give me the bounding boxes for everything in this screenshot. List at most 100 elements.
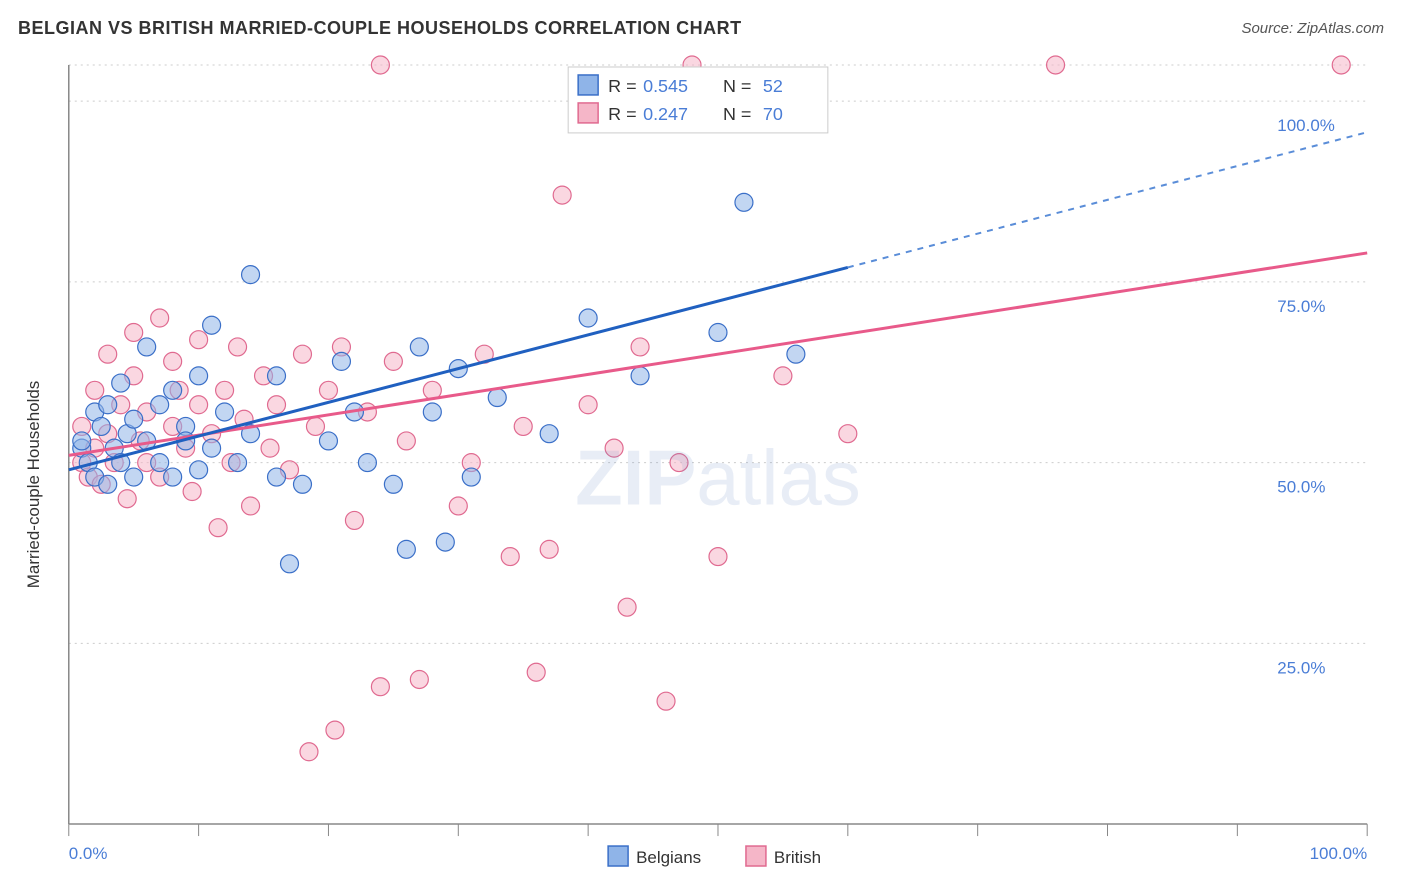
correlation-legend: R =0.545N =52R =0.247N =70 <box>568 67 828 133</box>
data-point <box>294 475 312 493</box>
data-point <box>631 338 649 356</box>
data-point <box>306 417 324 435</box>
y-tick-label: 75.0% <box>1277 297 1325 316</box>
data-point <box>92 417 110 435</box>
trend-line-british <box>69 253 1367 455</box>
data-point <box>203 439 221 457</box>
data-point <box>326 721 344 739</box>
data-point <box>709 323 727 341</box>
data-point <box>138 338 156 356</box>
data-point <box>99 396 117 414</box>
data-point <box>183 483 201 501</box>
data-point <box>112 374 130 392</box>
data-point <box>164 381 182 399</box>
data-point <box>118 490 136 508</box>
x-tick-label: 100.0% <box>1310 844 1368 863</box>
data-point <box>410 338 428 356</box>
data-point <box>501 548 519 566</box>
data-point <box>540 540 558 558</box>
data-point <box>384 475 402 493</box>
data-point <box>1047 56 1065 74</box>
data-point <box>125 410 143 428</box>
legend-swatch <box>746 846 766 866</box>
trend-line-belgians-extrapolated <box>848 132 1367 267</box>
data-point <box>319 381 337 399</box>
data-point <box>735 193 753 211</box>
data-point <box>294 345 312 363</box>
data-point <box>774 367 792 385</box>
data-point <box>190 331 208 349</box>
data-point <box>423 403 441 421</box>
data-point <box>462 468 480 486</box>
data-point <box>99 345 117 363</box>
legend-r-label: R = <box>608 104 636 124</box>
data-point <box>540 425 558 443</box>
data-point <box>125 323 143 341</box>
legend-n-label: N = <box>723 76 751 96</box>
data-point <box>268 396 286 414</box>
data-point <box>527 663 545 681</box>
data-point <box>151 454 169 472</box>
legend-box <box>568 67 828 133</box>
data-point <box>268 468 286 486</box>
legend-n-value: 52 <box>763 76 783 96</box>
data-point <box>553 186 571 204</box>
data-point <box>268 367 286 385</box>
data-point <box>436 533 454 551</box>
data-point <box>242 497 260 515</box>
data-point <box>73 432 91 450</box>
legend-r-label: R = <box>608 76 636 96</box>
y-tick-label: 100.0% <box>1277 116 1335 135</box>
data-point <box>190 396 208 414</box>
legend-r-value: 0.247 <box>643 104 688 124</box>
data-point <box>229 454 247 472</box>
legend-r-value: 0.545 <box>643 76 688 96</box>
data-point <box>358 454 376 472</box>
data-point <box>618 598 636 616</box>
legend-n-value: 70 <box>763 104 783 124</box>
data-point <box>164 352 182 370</box>
data-point <box>216 403 234 421</box>
data-point <box>488 389 506 407</box>
data-point <box>514 417 532 435</box>
data-point <box>203 316 221 334</box>
y-tick-label: 25.0% <box>1277 658 1325 677</box>
data-point <box>261 439 279 457</box>
data-point <box>125 468 143 486</box>
data-point <box>216 381 234 399</box>
data-point <box>209 519 227 537</box>
data-point <box>332 352 350 370</box>
legend-swatch <box>608 846 628 866</box>
data-point <box>631 367 649 385</box>
data-point <box>397 432 415 450</box>
data-point <box>371 56 389 74</box>
scatter-chart-svg: 25.0%50.0%75.0%100.0%0.0%100.0% Married-… <box>18 55 1388 874</box>
data-point <box>657 692 675 710</box>
chart-title: BELGIAN VS BRITISH MARRIED-COUPLE HOUSEH… <box>18 18 742 39</box>
data-point <box>281 555 299 573</box>
data-point <box>397 540 415 558</box>
data-point <box>345 511 363 529</box>
source-attribution: Source: ZipAtlas.com <box>1241 20 1384 37</box>
data-point <box>1332 56 1350 74</box>
legend-series-label: Belgians <box>636 848 701 867</box>
data-point <box>190 461 208 479</box>
data-point <box>410 670 428 688</box>
data-point <box>229 338 247 356</box>
data-point <box>371 678 389 696</box>
chart-container: BELGIAN VS BRITISH MARRIED-COUPLE HOUSEH… <box>0 0 1406 892</box>
data-point <box>151 396 169 414</box>
chart-area: 25.0%50.0%75.0%100.0%0.0%100.0% Married-… <box>18 55 1388 874</box>
data-point <box>86 381 104 399</box>
y-tick-label: 50.0% <box>1277 478 1325 497</box>
watermark-text: ZIPatlas <box>575 433 861 521</box>
data-point <box>164 468 182 486</box>
data-point <box>709 548 727 566</box>
data-point <box>300 743 318 761</box>
data-point <box>449 497 467 515</box>
data-point <box>579 396 597 414</box>
series-legend: BelgiansBritish <box>608 846 821 867</box>
y-axis-title: Married-couple Households <box>24 381 43 589</box>
data-point <box>787 345 805 363</box>
data-point <box>384 352 402 370</box>
